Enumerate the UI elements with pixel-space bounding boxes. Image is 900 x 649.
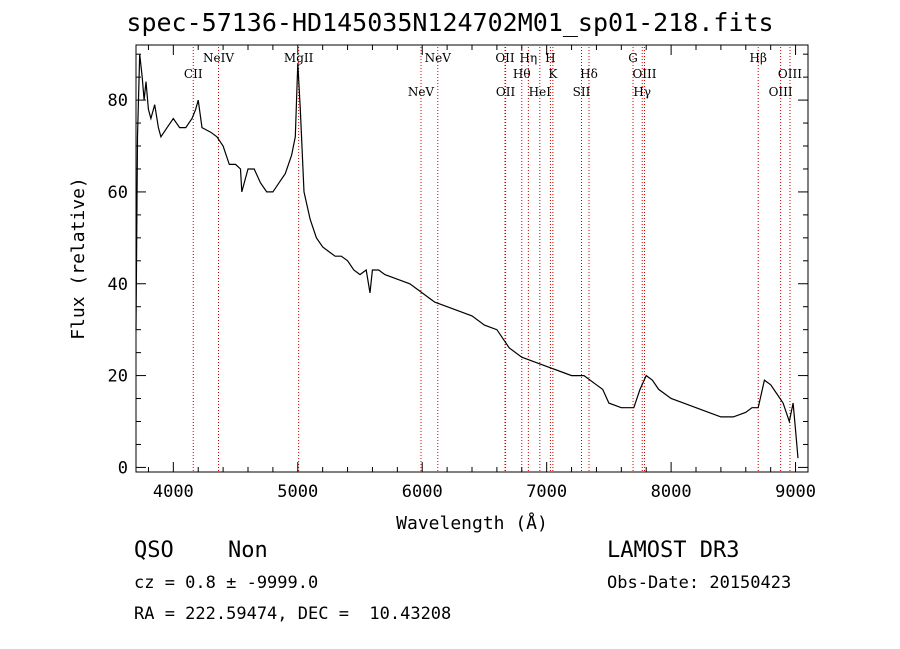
obsdate-text: Obs-Date: 20150423 (607, 573, 792, 593)
line-label-top-2: NeV (425, 51, 452, 65)
x-tick-label-5000: 5000 (277, 482, 318, 502)
line-label-top-7: Hβ (750, 51, 767, 65)
line-label-top-3: OII (495, 51, 515, 65)
page-title: spec-57136-HD145035N124702M01_sp01-218.f… (126, 8, 774, 37)
y-tick-label-0: 0 (118, 458, 128, 478)
line-label-low-4: Hγ (633, 85, 651, 99)
y-tick-label-80: 80 (108, 91, 128, 111)
line-label-mid-4: OIII (632, 67, 656, 81)
line-label-mid-5: OIII (778, 67, 802, 81)
y-tick-label-20: 20 (108, 367, 128, 387)
line-label-low-3: SII (573, 85, 591, 99)
line-label-low-5: OIII (769, 85, 793, 99)
spectrum-line (135, 54, 799, 459)
radec-text: RA = 222.59474, DEC = 10.43208 (134, 604, 452, 624)
y-tick-label-40: 40 (108, 275, 128, 295)
line-label-top-1: MgII (284, 51, 314, 65)
x-tick-label-7000: 7000 (526, 482, 567, 502)
line-label-mid-1: Hθ (513, 67, 531, 81)
subclass-label: Non (228, 538, 268, 563)
line-label-low-0: NeV (408, 85, 435, 99)
line-label-top-0: NeIV (203, 51, 234, 65)
line-label-top-5: H (545, 51, 555, 65)
x-tick-label-4000: 4000 (153, 482, 194, 502)
x-tick-label-6000: 6000 (402, 482, 443, 502)
line-label-mid-3: Hδ (580, 67, 598, 81)
survey-label: LAMOST DR3 (607, 538, 740, 563)
x-tick-label-8000: 8000 (651, 482, 692, 502)
y-axis-title: Flux (relative) (68, 177, 89, 340)
line-label-mid-2: K (548, 67, 558, 81)
line-label-top-6: G (628, 51, 638, 65)
cz-text: cz = 0.8 ± -9999.0 (134, 573, 319, 593)
plot-frame (135, 44, 809, 473)
y-tick-label-60: 60 (108, 183, 128, 203)
x-tick-label-9000: 9000 (775, 482, 816, 502)
line-label-top-4: Hη (520, 51, 538, 65)
x-axis-title: Wavelength (Å) (396, 512, 548, 534)
class-label: QSO (134, 538, 174, 563)
line-label-low-2: HeI (529, 85, 552, 99)
line-label-mid-0: CII (184, 67, 203, 81)
line-label-low-1: OII (496, 85, 516, 99)
